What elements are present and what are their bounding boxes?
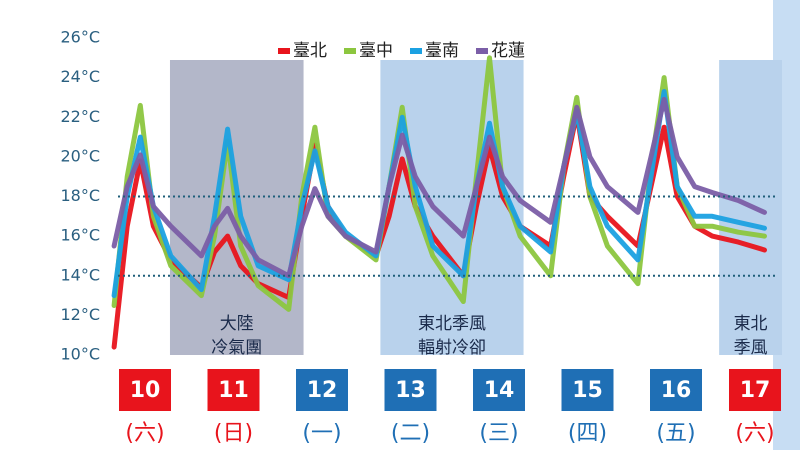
day-box — [729, 369, 781, 411]
y-tick-label: 14°C — [60, 265, 100, 284]
weekday-label: (三) — [479, 421, 518, 446]
band-label: 大陸 — [220, 314, 254, 334]
y-tick-label: 24°C — [60, 67, 100, 86]
day-label: 12 — [307, 378, 338, 403]
legend-label: 臺中 — [359, 41, 393, 61]
y-tick-label: 22°C — [60, 107, 100, 126]
y-tick-label: 10°C — [60, 345, 100, 364]
day-label: 16 — [661, 378, 692, 403]
weekday-label: (五) — [656, 421, 695, 446]
legend-swatch — [476, 48, 488, 54]
y-tick-label: 16°C — [60, 226, 100, 245]
day-label: 14 — [484, 378, 515, 403]
temperature-line — [111, 89, 767, 299]
day-label: 11 — [218, 378, 249, 403]
day-box — [296, 369, 348, 411]
weekday-label: (四) — [568, 421, 607, 446]
legend-label: 花蓮 — [491, 41, 525, 61]
legend-label: 臺北 — [293, 41, 327, 61]
weekday-label: (六) — [125, 421, 164, 446]
weekday-label: (一) — [302, 421, 341, 446]
weekday-label: (六) — [735, 421, 774, 446]
day-label: 10 — [130, 378, 161, 403]
day-box — [473, 369, 525, 411]
day-box — [119, 369, 171, 411]
y-tick-label: 18°C — [60, 186, 100, 205]
band-label: 東北季風 — [418, 314, 486, 334]
day-box — [650, 369, 702, 411]
legend-label: 臺南 — [425, 41, 459, 61]
day-box — [384, 369, 437, 411]
band-label: 冷氣團 — [211, 338, 262, 358]
temperature-line — [111, 96, 767, 279]
y-tick-label: 12°C — [60, 305, 100, 324]
day-label: 13 — [395, 378, 426, 403]
legend-swatch — [344, 48, 356, 54]
legend-swatch — [278, 48, 290, 54]
band-label: 東北 — [734, 314, 768, 334]
band-label: 季風 — [734, 338, 768, 358]
weather-band — [380, 60, 524, 355]
day-box — [561, 369, 614, 411]
y-tick-label: 26°C — [60, 28, 100, 47]
weekday-label: (二) — [391, 421, 430, 446]
day-label: 15 — [572, 378, 603, 403]
day-label: 17 — [740, 378, 771, 403]
day-box — [207, 369, 260, 411]
legend-swatch — [410, 48, 422, 54]
weekday-label: (日) — [214, 421, 253, 446]
band-label: 輻射冷卻 — [418, 338, 486, 358]
y-tick-label: 20°C — [60, 146, 100, 165]
